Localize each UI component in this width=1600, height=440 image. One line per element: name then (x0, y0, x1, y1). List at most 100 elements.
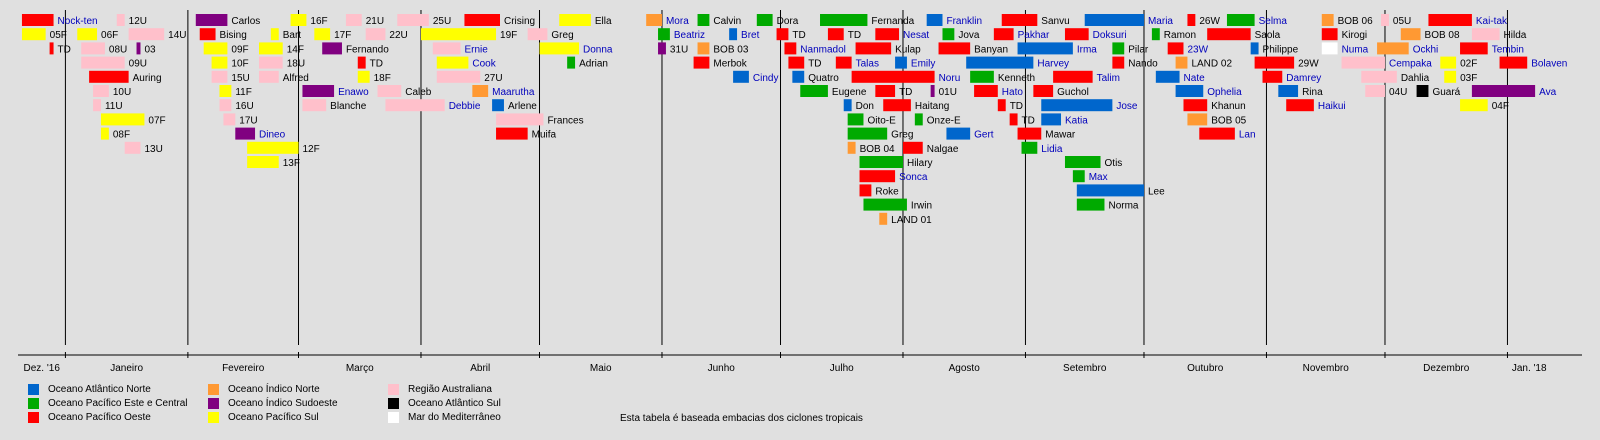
storm-label[interactable]: Noru (939, 73, 961, 84)
storm-bar (1499, 56, 1528, 69)
storm-label: Fernanda (871, 16, 914, 27)
storm-label[interactable]: Tembin (1492, 44, 1524, 55)
storm-label[interactable]: Enawo (338, 87, 369, 98)
storm-bar (432, 42, 461, 55)
month-label: Dezembro (1423, 363, 1470, 374)
legend-label: Oceano Pacífico Oeste (48, 411, 151, 423)
storm-label[interactable]: Irma (1077, 44, 1097, 55)
storm-label[interactable]: Talim (1097, 73, 1120, 84)
storm-label: Adrian (579, 59, 608, 70)
storm-label[interactable]: Lan (1239, 130, 1256, 141)
storm-label[interactable]: Ockhi (1413, 44, 1439, 55)
storm-label: 10F (231, 59, 248, 70)
storm-label[interactable]: Talas (856, 59, 879, 70)
storm-label: 16F (310, 16, 327, 27)
month-label: Março (346, 363, 374, 374)
storm-label[interactable]: Cempaka (1389, 59, 1432, 70)
storm-label[interactable]: Damrey (1286, 73, 1321, 84)
storm-label[interactable]: Bret (741, 30, 760, 41)
storm-bar (464, 14, 500, 26)
storm-label: 18F (374, 73, 391, 84)
storm-bar (895, 56, 907, 69)
storm-label[interactable]: Selma (1259, 16, 1288, 27)
storm-label[interactable]: Gert (974, 130, 994, 141)
storm-bar (567, 56, 576, 69)
storm-bar (136, 42, 141, 55)
storm-label[interactable]: 23W (1187, 44, 1208, 55)
storm-label: Onze-E (927, 115, 961, 126)
storm-label[interactable]: Katia (1065, 115, 1088, 126)
storm-label[interactable]: Lidia (1041, 144, 1063, 155)
month-label: Outubro (1187, 363, 1224, 374)
storm-label[interactable]: Mora (666, 16, 689, 27)
storm-label: TD (792, 30, 805, 41)
legend-label: Oceano Índico Sudoeste (228, 397, 338, 409)
storm-bar (1084, 14, 1144, 26)
storm-bar (820, 14, 868, 26)
storm-label[interactable]: Nesat (903, 30, 929, 41)
storm-label: Auring (133, 73, 162, 84)
storm-label[interactable]: Ophelia (1207, 87, 1242, 98)
storm-bar (902, 141, 923, 154)
storm-label[interactable]: Kai-tak (1476, 16, 1508, 27)
storm-bar (436, 56, 469, 69)
storm-bar (1021, 141, 1038, 154)
storm-bar (1250, 42, 1259, 55)
legend-swatch (28, 397, 39, 409)
storm-bar (93, 99, 101, 112)
legend-item: Oceano Atlântico Sul (388, 396, 528, 410)
storm-label: LAND 01 (891, 215, 932, 226)
storm-label[interactable]: Harvey (1037, 59, 1069, 70)
storm-bar (1377, 42, 1409, 55)
storm-label[interactable]: Nate (1184, 73, 1206, 84)
storm-label: Dahlia (1401, 73, 1430, 84)
storm-label[interactable]: Cindy (753, 73, 779, 84)
storm-label[interactable]: Nock-ten (58, 16, 98, 27)
storm-label[interactable]: Debbie (449, 101, 481, 112)
storm-label[interactable]: Haikui (1318, 101, 1346, 112)
storm-bar (211, 70, 228, 83)
storm-label[interactable]: Ava (1539, 87, 1556, 98)
storm-label[interactable]: Emily (911, 59, 935, 70)
storm-label: Bising (220, 30, 247, 41)
storm-label[interactable]: Doksuri (1093, 30, 1127, 41)
storm-label: Philippe (1263, 44, 1299, 55)
legend-item: Mar do Mediterrâneo (388, 410, 528, 424)
storm-bar (926, 14, 943, 26)
storm-bar (203, 42, 228, 55)
storm-bar (788, 56, 805, 69)
storm-label: Greg (891, 130, 913, 141)
legend-swatch (28, 383, 39, 395)
storm-bar (859, 170, 896, 183)
storm-bar (658, 42, 666, 55)
storm-label: 21U (366, 16, 384, 27)
storm-label[interactable]: Cook (472, 59, 496, 70)
storm-label[interactable]: Pakhar (1018, 30, 1050, 41)
storm-label[interactable]: Dineo (259, 130, 286, 141)
storm-label: Oito-E (867, 115, 896, 126)
storm-label[interactable]: Donna (583, 44, 613, 55)
storm-label[interactable]: Franklin (946, 16, 982, 27)
storm-label: Eugene (832, 87, 867, 98)
storm-label[interactable]: Maarutha (492, 87, 535, 98)
storm-label[interactable]: Ernie (464, 44, 488, 55)
storm-label[interactable]: Beatriz (674, 30, 705, 41)
storm-bars (21, 14, 1536, 225)
storm-label[interactable]: Sonca (899, 172, 928, 183)
storm-label: Don (856, 101, 874, 112)
storm-label[interactable]: Jose (1116, 101, 1138, 112)
storm-label: Kirogi (1342, 30, 1368, 41)
storm-label: 16U (235, 101, 253, 112)
storm-label: Muifa (532, 130, 557, 141)
storm-label[interactable]: Nanmadol (800, 44, 846, 55)
storm-bar (1365, 85, 1385, 97)
storm-bar (1001, 14, 1038, 26)
storm-label[interactable]: Max (1089, 172, 1108, 183)
storm-bar (946, 127, 971, 140)
storm-label[interactable]: Numa (1342, 44, 1369, 55)
storm-bar (219, 99, 232, 112)
storm-label[interactable]: Hato (1002, 87, 1024, 98)
storm-label: BOB 05 (1211, 115, 1246, 126)
storm-label[interactable]: Maria (1148, 16, 1173, 27)
storm-label[interactable]: Bolaven (1531, 59, 1567, 70)
